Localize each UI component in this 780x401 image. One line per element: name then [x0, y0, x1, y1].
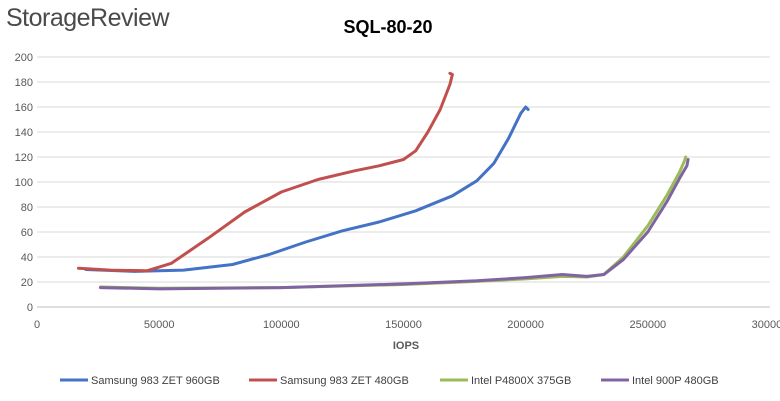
legend-label: Intel 900P 480GB	[632, 375, 719, 387]
legend-label: Samsung 983 ZET 480GB	[280, 375, 409, 387]
legend: Samsung 983 ZET 960GB Samsung 983 ZET 480…	[60, 375, 719, 387]
x-axis-ticks: 0 50000 100000 150000 200000 250000 300000	[34, 319, 780, 331]
series-line-2	[77, 71, 454, 273]
y-tick-label: 40	[21, 252, 33, 264]
chart-title: SQL-80-20	[343, 17, 432, 37]
gridlines	[37, 56, 770, 283]
y-tick-label: 20	[21, 277, 33, 289]
x-tick-label: 300000	[752, 319, 780, 331]
legend-label: Samsung 983 ZET 960GB	[91, 375, 220, 387]
y-axis-ticks: 0 20 40 60 80 100 120 140 160 180 200	[15, 52, 33, 314]
x-tick-label: 250000	[629, 319, 666, 331]
y-tick-label: 120	[15, 152, 33, 164]
legend-label: Intel P4800X 375GB	[471, 375, 571, 387]
y-tick-label: 140	[15, 127, 33, 139]
series-line-4	[99, 158, 690, 291]
y-tick-label: 0	[27, 302, 33, 314]
y-tick-label: 200	[15, 52, 33, 64]
x-axis-title: IOPS	[393, 340, 419, 352]
y-tick-label: 60	[21, 227, 33, 239]
storagereview-logo: StorageReview	[6, 4, 170, 32]
x-tick-label: 50000	[144, 319, 175, 331]
x-tick-label: 150000	[385, 319, 422, 331]
series-line-1	[84, 105, 530, 273]
y-tick-label: 100	[15, 177, 33, 189]
y-tick-label: 160	[15, 102, 33, 114]
y-tick-label: 80	[21, 202, 33, 214]
series-lines	[77, 71, 690, 291]
x-tick-label: 100000	[263, 319, 300, 331]
x-tick-label: 0	[34, 319, 40, 331]
y-tick-label: 180	[15, 77, 33, 89]
x-tick-label: 200000	[507, 319, 544, 331]
